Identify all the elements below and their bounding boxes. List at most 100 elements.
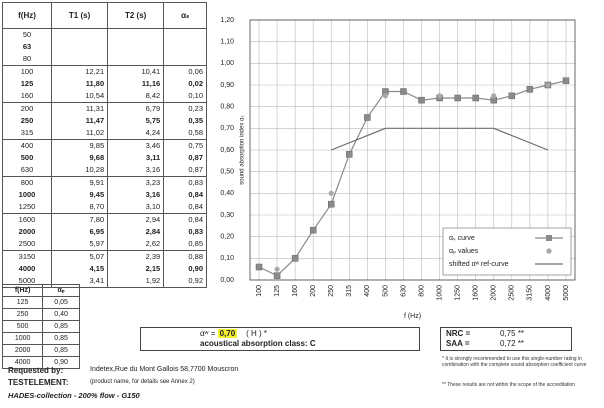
cell: 5,97 [51,238,109,251]
cell: 400 [1,139,53,152]
x-tick-label: 5000 [563,285,570,301]
data-point [274,266,280,272]
y-tick-label: 0,90 [220,82,234,89]
table-row: 1000 0,85 [1,332,80,345]
cell: 2,15 [107,263,165,275]
cell [107,28,165,41]
cell: 9,68 [51,152,109,164]
cell: 5,75 [107,115,165,127]
data-point [472,94,479,102]
rating-value: 0,70 [217,329,238,338]
table-row: 1000 9,45 3,16 0,84 [1,189,207,201]
cell: 3,23 [107,176,165,189]
cell: 4,24 [107,127,165,140]
requested-label: Requested by: [8,366,64,375]
cell: 500 [1,320,44,333]
data-point [328,190,334,196]
cell: 200 [1,102,53,115]
rating-index: ( H ) [246,329,262,338]
cell: 4000 [1,356,44,369]
cell: 3,10 [107,201,165,214]
y-tick-label: 0,50 [220,169,234,176]
cell: 11,02 [51,127,109,140]
cell: 2500 [1,238,53,251]
cell: 9,85 [51,139,109,152]
requested-value: Indetex,Rue du Mont Gallois 58,7700 Mous… [90,366,239,373]
cell [107,41,165,53]
y-tick-label: 1,00 [220,60,234,67]
table-row: 500 9,68 3,11 0,87 [1,152,207,164]
cell: 0,85 [42,344,80,357]
test-element-label: TESTELEMENT: [8,378,69,387]
data-point [436,93,443,99]
cell: 0,87 [163,164,207,177]
data-point [418,96,425,104]
table-row: 500 0,85 [1,320,80,333]
cell: 6,95 [51,226,109,238]
cell: 1600 [1,213,53,226]
table-row: 315 11,02 4,24 0,58 [1,127,207,140]
cell: 80 [1,53,53,66]
table-row: 2000 6,95 2,84 0,83 [1,226,207,238]
nrc-label: NRC = [446,329,471,338]
cell: 0,85 [42,320,80,333]
cell: 315 [1,127,53,140]
cell: 8,42 [107,90,165,103]
x-tick-label: 200 [310,285,317,297]
cell: 0,83 [163,226,207,238]
x-tick-label: 315 [346,285,353,297]
x-tick-label: 630 [400,285,407,297]
cell: 2000 [1,344,44,357]
cell: 10,54 [51,90,109,103]
x-tick-label: 2000 [491,285,498,301]
table-row: 4000 0,90 [1,356,80,369]
table-row: 2500 5,97 2,62 0,85 [1,238,207,251]
cell: 3,11 [107,152,165,164]
cell: 125 [1,296,44,309]
rating-label: αʷ = [200,329,216,338]
cell: 10,28 [51,164,109,177]
cell: 2,94 [107,213,165,226]
table-row: 800 9,91 3,23 0,83 [1,176,207,189]
y-tick-label: 0,60 [220,147,234,154]
x-tick-label: 500 [382,285,389,297]
rating-mark: * [263,329,267,338]
data-point [508,92,516,100]
data-point [346,151,353,158]
data-point [291,255,299,262]
cell: 0,06 [163,65,207,78]
table-row: 250 0,40 [1,308,80,321]
cell: 1250 [1,201,53,214]
cell: 1,92 [107,275,165,288]
saa-label: SAA = [446,339,470,348]
saa-number: 0,72 [500,339,516,348]
cell: 160 [1,90,53,103]
cell: 0,83 [163,176,207,189]
legend-label: shifted αʷ ref-curve [449,261,509,268]
cell: 0,58 [163,127,207,140]
table-row: 630 10,28 3,16 0,87 [1,164,207,177]
table-row: 5000 3,41 1,92 0,92 [1,275,207,288]
cell: 0,88 [163,250,207,263]
plot-frame [249,19,576,281]
data-point [382,93,389,99]
cell: 10,41 [107,65,165,78]
cell: 9,45 [51,189,109,201]
cell: 0,85 [42,332,80,345]
cell: 800 [1,176,53,189]
x-axis-label: f (Hz) [404,313,421,320]
table-row: 80 [1,53,207,66]
table-row: 125 0,05 [1,296,80,309]
footer: HADES-collection - 200% flow - G150 [8,391,140,400]
table-row: 125 11,80 11,16 0,02 [1,78,207,90]
y-tick-label: 1,20 [220,17,234,24]
x-tick-label: 1600 [473,285,480,301]
saa-mark: ** [517,339,525,348]
data-point [454,94,461,102]
cell [51,41,109,53]
cell: 250 [1,115,53,127]
note: * It is strongly recommended to use this… [442,356,587,368]
header-cell: f(Hz) [1,284,44,297]
data-point [400,88,407,95]
cell: 3,16 [107,164,165,177]
